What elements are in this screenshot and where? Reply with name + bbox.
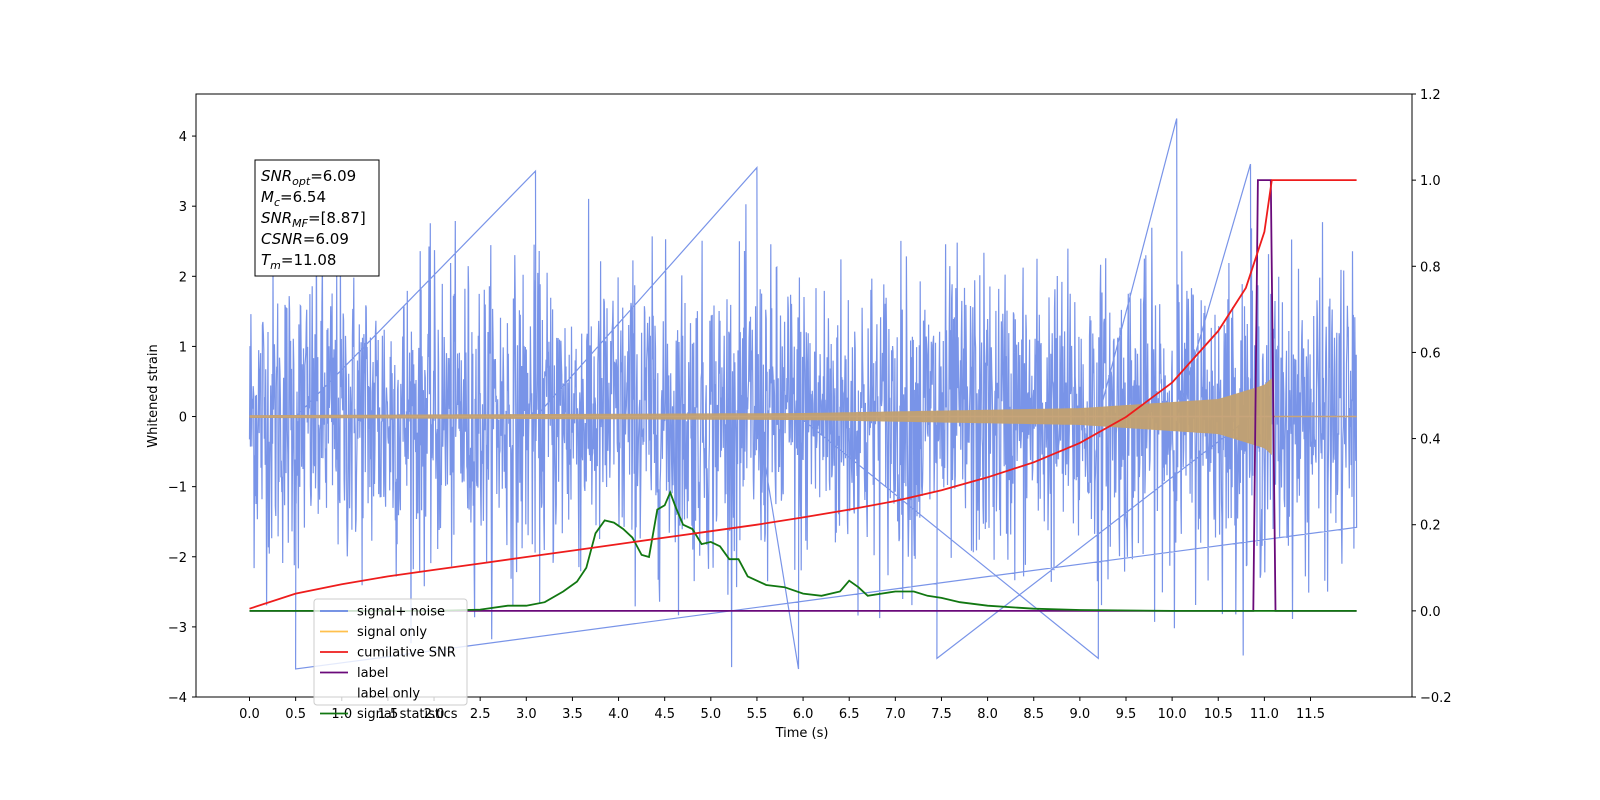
x-tick-label: 3.0 [516,707,537,722]
y-right-tick-label: 0.6 [1420,346,1441,361]
x-tick-label: 5.5 [747,707,768,722]
x-tick-label: 7.5 [931,707,952,722]
plot-content [248,118,1358,670]
y-right-tick-label: 1.0 [1420,174,1441,189]
x-tick-label: 1.5 [378,707,399,722]
x-tick-label: 11.5 [1296,707,1325,722]
y-right-tick-label: 1.2 [1420,88,1441,103]
x-tick-label: 7.0 [885,707,906,722]
x-tick-label: 1.0 [331,707,352,722]
legend-entry: signal only [357,625,427,640]
legend-entry: signal+ noise [357,605,445,620]
y-left-tick-label: −1 [168,481,187,496]
y-left-tick-label: 0 [179,411,187,426]
y-left-tick-label: 2 [179,270,187,285]
x-tick-label: 10.0 [1158,707,1187,722]
x-tick-label: 6.0 [793,707,814,722]
y-axis-label: Whitened strain [146,344,161,447]
plot-frame [195,93,1413,698]
legend-entry: signal statistics [357,707,458,722]
x-tick-label: 5.0 [700,707,721,722]
x-tick-label: 2.5 [470,707,491,722]
x-tick-label: 2.0 [424,707,445,722]
x-tick-label: 9.0 [1070,707,1091,722]
series-cumulative-snr [249,179,1357,610]
y-left-tick-label: −2 [168,551,187,566]
y-left-tick-label: 1 [179,340,187,355]
legend: signal+ noise signal only cumilative SNR la… [313,598,468,722]
x-axis: 0.0 0.5 1.0 1.5 2.0 2.5 3.0 3.5 4.0 4.5 5.0 5.5 6.0 6… [239,697,1325,722]
x-tick-label: 10.5 [1204,707,1233,722]
annotation-line: SNRMF=[8.87] [261,209,366,230]
series-signal-noise [248,118,1358,670]
legend-entry: label [357,666,388,681]
y-left-tick-label: 4 [179,130,187,145]
series-signal-statistics [249,489,1357,612]
legend-entry: cumilative SNR [357,646,456,661]
x-tick-label: 4.0 [608,707,629,722]
x-tick-label: 4.5 [654,707,675,722]
legend-entry: label only [357,687,420,702]
x-tick-label: 3.5 [562,707,583,722]
y-right-tick-label: 0.0 [1420,605,1441,620]
y-left-tick-label: 3 [179,200,187,215]
annotation-line: Mc=6.54 [261,188,326,209]
x-tick-label: 8.0 [977,707,998,722]
y-left-tick-label: −3 [168,621,187,636]
x-tick-label: 11.0 [1250,707,1279,722]
x-axis-label: Time (s) [775,726,829,741]
annotation-line: Tm=11.08 [261,251,336,272]
x-tick-label: 9.5 [1116,707,1137,722]
y-axis-left: −4 −3 −2 −1 0 1 2 3 4 [168,130,196,706]
x-tick-label: 0.0 [239,707,260,722]
y-right-tick-label: −0.2 [1420,691,1452,706]
x-tick-label: 8.5 [1023,707,1044,722]
legend-frame [313,598,468,706]
y-right-tick-label: 0.8 [1420,260,1441,275]
y-right-tick-label: 0.4 [1420,433,1441,448]
annotation-line: CSNR=6.09 [261,230,349,248]
annotation-frame [254,159,380,277]
y-axis-right: −0.2 0.0 0.2 0.4 0.6 0.8 1.0 1.2 [1412,88,1452,706]
y-right-tick-label: 0.2 [1420,519,1441,534]
x-tick-label: 0.5 [285,707,306,722]
y-left-tick-label: −4 [168,691,187,706]
annotation-line: SNRopt=6.09 [261,167,356,188]
x-tick-label: 6.5 [839,707,860,722]
